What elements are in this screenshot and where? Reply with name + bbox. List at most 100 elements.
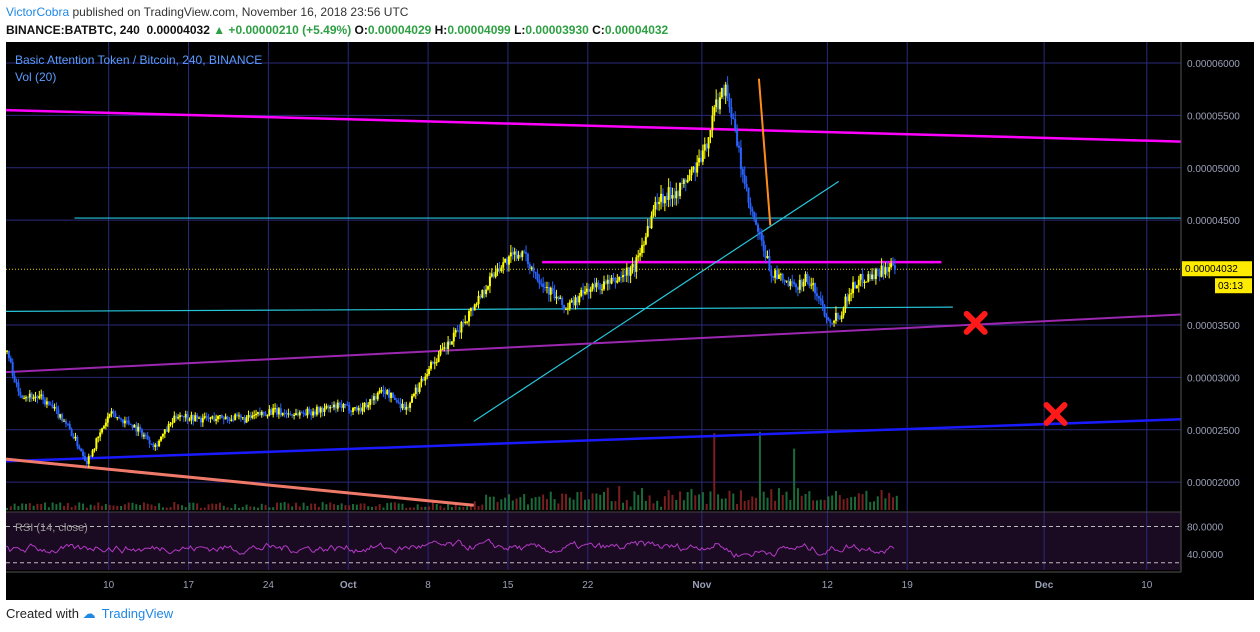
candle-body	[450, 341, 453, 345]
volume-bar	[405, 507, 408, 510]
volume-bar	[78, 502, 81, 510]
candle-body	[469, 307, 472, 312]
candle-body	[28, 393, 31, 398]
candle-body	[80, 448, 83, 452]
volume-bar	[188, 502, 191, 510]
volume-bar	[272, 507, 275, 510]
trendline-salmon-7	[5, 457, 474, 507]
candle-body	[116, 417, 119, 419]
candle-body	[239, 415, 242, 418]
candle-body	[154, 444, 157, 448]
candle-body	[249, 414, 252, 418]
candle-body	[663, 196, 666, 204]
volume-bar	[660, 506, 663, 510]
candle-body	[241, 417, 244, 419]
candle-body	[555, 296, 558, 299]
volume-bar	[47, 507, 50, 510]
candle-body	[325, 405, 328, 409]
volume-bar	[663, 496, 666, 510]
candle-body	[196, 415, 199, 419]
candle-body	[23, 398, 26, 400]
time-tick-label: 19	[902, 580, 914, 591]
tradingview-link[interactable]: TradingView	[101, 606, 174, 621]
volume-bar	[222, 505, 225, 510]
candle-body	[544, 287, 547, 289]
open-key: O:	[354, 23, 368, 37]
chart-area[interactable]: 0.00006000 0.00005500 0.00005000 0.00004500…	[5, 42, 1254, 600]
candle-body	[498, 268, 501, 272]
candle-body	[165, 429, 168, 432]
candle-body	[770, 270, 773, 276]
legend-vol: Vol (20)	[15, 70, 56, 84]
candle-body	[300, 412, 303, 414]
volume-bar	[622, 502, 625, 510]
volume-bars	[6, 431, 898, 510]
candle-body	[281, 412, 284, 416]
candle-body	[104, 422, 107, 427]
tradingview-logo-icon[interactable]: ☁	[82, 606, 96, 621]
candle-body	[433, 362, 436, 364]
volume-bar	[146, 503, 149, 510]
volume-bar	[101, 505, 104, 510]
volume-bar	[728, 490, 731, 510]
candle-body	[243, 417, 246, 423]
candle-body	[127, 420, 130, 424]
ohlc-line: BINANCE:BATBTC, 240 0.00004032 ▲ +0.0000…	[6, 23, 668, 37]
volume-bar	[671, 494, 674, 510]
candle-body	[511, 252, 514, 255]
author-link[interactable]: VictorCobra	[6, 5, 70, 19]
candle-body	[171, 422, 174, 424]
candle-body	[201, 417, 204, 423]
candle-body	[222, 418, 225, 420]
candle-body	[237, 415, 240, 417]
candle-body	[823, 305, 826, 316]
volume-bar	[618, 486, 621, 510]
candle-body	[707, 137, 710, 149]
price-chart[interactable]: 0.00006000 0.00005500 0.00005000 0.00004500…	[5, 42, 1254, 600]
candle-body	[85, 460, 88, 464]
candle-body	[509, 252, 512, 257]
chart-background	[6, 42, 1181, 572]
candle-body	[597, 282, 600, 285]
candle-body	[144, 434, 147, 436]
candle-body	[234, 414, 237, 421]
volume-bar	[682, 500, 685, 510]
volume-bar	[139, 504, 142, 510]
volume-bar	[256, 507, 259, 510]
candle-body	[331, 406, 334, 408]
symbol-label: BINANCE:BATBTC, 240	[6, 23, 140, 37]
candle-body	[737, 145, 740, 148]
volume-bar	[32, 505, 35, 510]
candle-body	[279, 408, 282, 416]
candle-body	[717, 99, 720, 110]
candle-body	[140, 429, 143, 437]
candle-body	[207, 417, 210, 419]
candle-body	[513, 251, 516, 255]
volume-bar	[466, 506, 469, 510]
candle-body	[583, 291, 586, 294]
candle-body	[83, 456, 86, 461]
candle-body	[876, 269, 879, 271]
volume-bar	[230, 507, 233, 510]
candle-body	[407, 406, 410, 408]
candle-body	[789, 281, 792, 286]
time-tick-label: 24	[263, 580, 275, 591]
candle-body	[785, 280, 788, 282]
volume-bar	[872, 501, 875, 510]
price-axis[interactable]: 0.00006000 0.00005500 0.00005000 0.00004500…	[1180, 42, 1254, 572]
volume-bar	[781, 495, 784, 510]
volume-bar	[572, 499, 575, 510]
volume-bar	[55, 504, 58, 510]
candle-body	[635, 257, 638, 272]
candle-body	[226, 416, 229, 419]
candle-body	[507, 256, 510, 265]
candle-body	[32, 397, 35, 399]
time-tick-label: 17	[183, 580, 195, 591]
price-axis-background	[1181, 42, 1254, 572]
time-axis[interactable]: 10 17 24 Oct 8 15 22 Nov 12 19 Dec 10	[6, 571, 1254, 600]
price-tick-label: 0.00006000	[1187, 59, 1240, 70]
volume-bar	[819, 499, 822, 510]
candle-body	[542, 283, 545, 288]
candle-body	[473, 304, 476, 311]
volume-bar	[348, 505, 351, 510]
